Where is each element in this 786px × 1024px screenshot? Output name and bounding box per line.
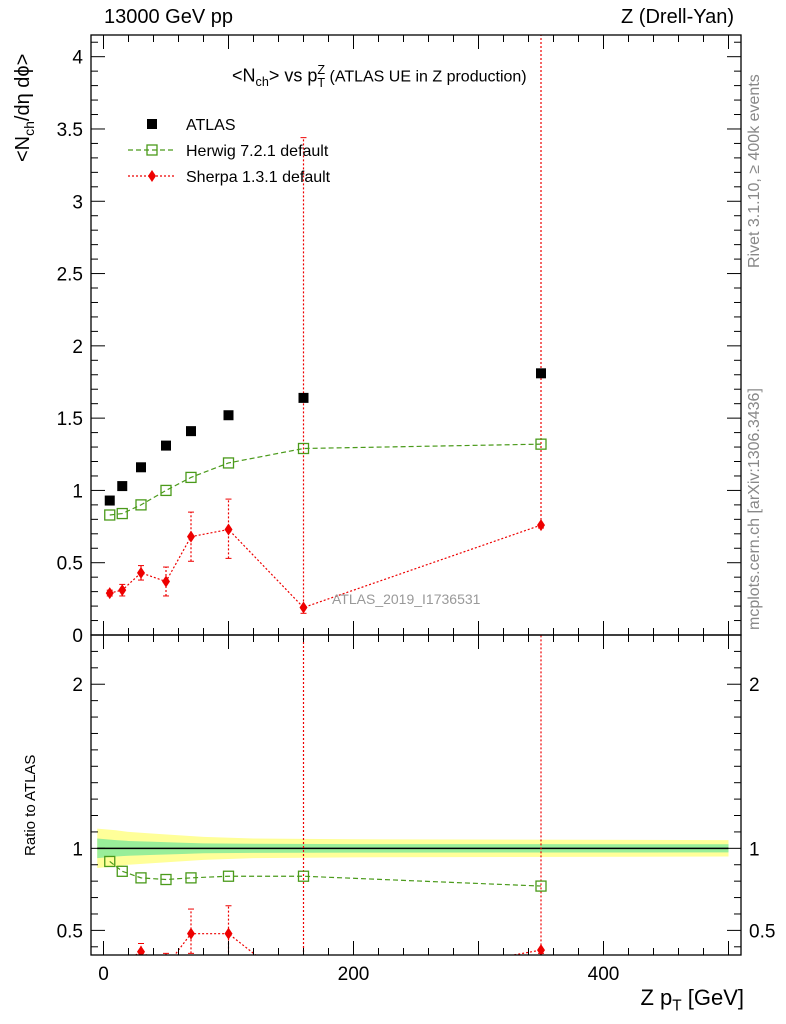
main-y-tick-label: 0 xyxy=(72,626,83,647)
sherpa-main-point xyxy=(224,523,233,536)
x-tick-label: 400 xyxy=(588,964,620,985)
atlas-main-point xyxy=(161,440,171,451)
legend-herwig-marker xyxy=(146,144,158,156)
herwig-main-point xyxy=(297,442,310,455)
sherpa-main-point xyxy=(537,519,545,532)
herwig-main-point xyxy=(160,484,172,497)
sherpa-ratio-line xyxy=(134,933,542,955)
sherpa-main-point xyxy=(105,587,114,600)
herwig-ratio-point xyxy=(104,855,116,868)
legend-atlas-marker xyxy=(147,119,157,129)
herwig-main-point xyxy=(185,471,197,484)
y-axis-label-main: <Nch/dη dϕ> xyxy=(12,53,37,162)
main-y-tick-label: 1.5 xyxy=(57,409,83,430)
x-tick-label: 0 xyxy=(98,964,109,985)
sherpa-ratio-point xyxy=(137,945,145,955)
title-sub: T xyxy=(317,75,326,90)
ratio-y-tick-label-left: 1 xyxy=(72,839,83,860)
main-y-tick-label: 1 xyxy=(72,481,83,502)
y-axis-label-ratio: Ratio to ATLAS xyxy=(22,754,39,856)
main-y-tick-label: 0.5 xyxy=(57,554,83,575)
herwig-main-point xyxy=(116,507,128,520)
herwig-main-line xyxy=(109,443,542,516)
sherpa-main-point xyxy=(299,601,308,614)
sherpa-ratio-point xyxy=(224,927,233,940)
header-right-label: Z (Drell-Yan) xyxy=(621,6,734,28)
sherpa-main-point xyxy=(118,584,127,597)
atlas-main-point xyxy=(298,392,309,403)
analysis-watermark: ATLAS_2019_I1736531 xyxy=(332,591,481,607)
herwig-main-point xyxy=(104,509,116,521)
atlas-main-point xyxy=(117,481,128,492)
x-axis-label: Z pT [GeV] xyxy=(640,985,744,1015)
herwig-ratio-point xyxy=(135,872,147,884)
sherpa-ratio-point xyxy=(162,960,170,972)
sherpa-main-point xyxy=(162,575,170,588)
sherpa-ratio-point xyxy=(537,944,545,955)
main-plot-area xyxy=(104,35,547,614)
ratio-panel-frame xyxy=(90,634,742,956)
atlas-main-point xyxy=(186,426,196,437)
ratio-y-tick-label-right: 2 xyxy=(749,675,760,696)
sherpa-main-point xyxy=(137,566,145,579)
main-y-tick-label: 3.5 xyxy=(57,120,83,141)
ratio-y-tick-label-left: 2 xyxy=(72,675,83,696)
ratio-y-tick-label-right: 0.5 xyxy=(749,921,775,942)
ratio-y-tick-label-left: 0.5 xyxy=(57,921,83,942)
legend-sherpa-label: Sherpa 1.3.1 default xyxy=(186,169,331,186)
herwig-main-point xyxy=(535,438,547,450)
ratio-y-tick-label-right: 1 xyxy=(749,839,760,860)
title-sup: Z xyxy=(317,63,326,77)
atlas-main-point xyxy=(136,462,146,473)
legend-atlas-label: ATLAS xyxy=(186,117,236,134)
herwig-ratio-point xyxy=(297,870,310,882)
x-tick-label: 200 xyxy=(338,964,370,985)
herwig-ratio-point xyxy=(535,880,547,892)
herwig-main-point xyxy=(135,499,147,511)
sherpa-ratio-point xyxy=(118,957,126,969)
atlas-main-point xyxy=(536,368,546,379)
herwig-ratio-point xyxy=(116,865,128,877)
main-y-tick-label: 3 xyxy=(72,192,83,213)
legend-herwig-label: Herwig 7.2.1 default xyxy=(186,143,329,160)
legend-sherpa-marker xyxy=(148,170,156,182)
rivet-version-label: Rivet 3.1.10, ≥ 400k events xyxy=(746,74,763,268)
main-y-tick-label: 4 xyxy=(72,48,83,69)
sherpa-main-line xyxy=(109,524,542,609)
herwig-main-point xyxy=(222,457,235,469)
title-lhs-end: > vs p xyxy=(268,65,318,86)
atlas-main-point xyxy=(104,495,115,506)
atlas-main-point xyxy=(223,410,234,421)
title-rest: (ATLAS UE in Z production) xyxy=(325,68,527,86)
main-y-tick-label: 2.5 xyxy=(57,265,83,286)
header-left-label: 13000 GeV pp xyxy=(104,6,233,28)
main-y-tick-label: 2 xyxy=(72,337,83,358)
herwig-ratio-point xyxy=(222,870,235,882)
mcplots-source-label: mcplots.cern.ch [arXiv:1306.3436] xyxy=(746,388,763,630)
herwig-ratio-line xyxy=(109,860,542,887)
title-lhs: <N xyxy=(232,65,256,86)
sherpa-main-point xyxy=(187,530,195,543)
herwig-ratio-point xyxy=(160,873,172,886)
sherpa-ratio-point xyxy=(300,987,308,999)
herwig-ratio-point xyxy=(185,872,197,884)
title-lhs-sub: ch xyxy=(255,74,269,89)
sherpa-ratio-point xyxy=(187,927,195,940)
